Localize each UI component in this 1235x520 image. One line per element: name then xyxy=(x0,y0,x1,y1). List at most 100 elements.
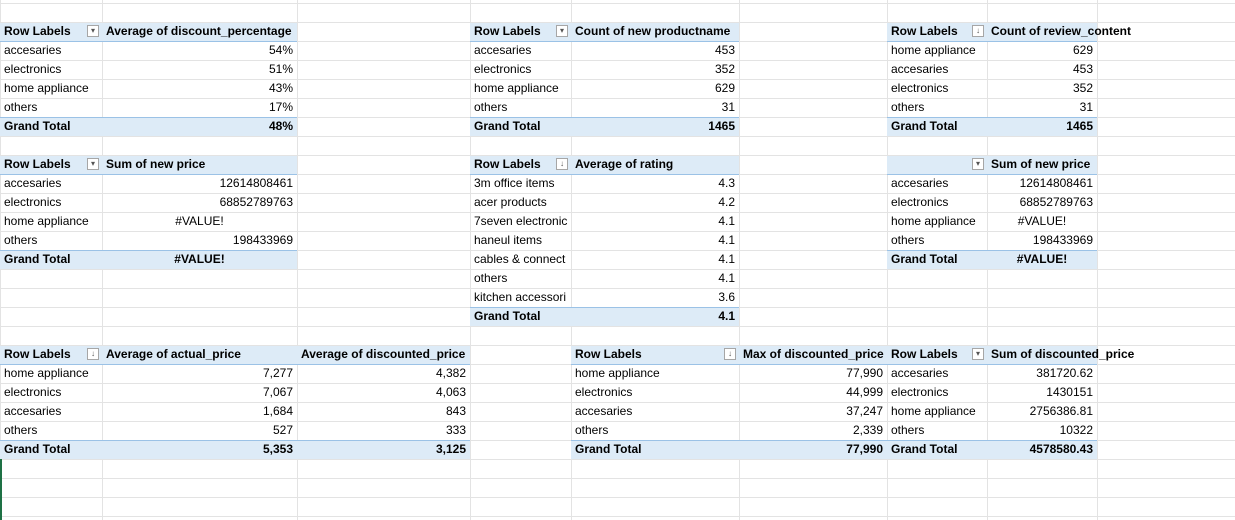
pivot-row-label[interactable]: home appliance xyxy=(4,214,89,228)
pivot-row-label[interactable]: electronics xyxy=(474,62,532,76)
pivot-value-cell[interactable]: 352 xyxy=(714,62,735,76)
pivot-value-cell[interactable]: 12614808461 xyxy=(219,176,293,190)
pivot-value-cell[interactable]: 1430151 xyxy=(1046,385,1093,399)
pivot-value-cell[interactable]: 527 xyxy=(272,423,293,437)
pivot-row-label[interactable]: home appliance xyxy=(891,43,976,57)
grand-total-value[interactable]: 4578580.43 xyxy=(1029,442,1093,456)
pivot-value-cell[interactable]: 843 xyxy=(445,404,466,418)
pivot-value-cell[interactable]: 4,063 xyxy=(435,385,466,399)
grand-total-label[interactable]: Grand Total xyxy=(4,119,71,133)
grand-total-value[interactable]: 5,353 xyxy=(262,442,293,456)
sort-descending-filter-icon[interactable]: ↓ xyxy=(87,348,99,360)
pivot-row-labels-header[interactable]: Row Labels xyxy=(474,24,541,38)
pivot-value-cell[interactable]: 77,990 xyxy=(846,366,883,380)
pivot-value-cell[interactable]: #VALUE! xyxy=(1017,214,1067,228)
pivot-row-label[interactable]: accesaries xyxy=(474,43,532,57)
pivot-value-header[interactable]: Sum of new price xyxy=(991,157,1091,171)
pivot-value-header[interactable]: Sum of new price xyxy=(106,157,206,171)
grand-total-value[interactable]: 77,990 xyxy=(846,442,883,456)
pivot-row-label[interactable]: accesaries xyxy=(891,366,949,380)
pivot-value-header[interactable]: Average of actual_price xyxy=(106,347,241,361)
pivot-row-label[interactable]: others xyxy=(4,100,38,114)
pivot-value-cell[interactable]: 31 xyxy=(721,100,735,114)
pivot-row-label[interactable]: electronics xyxy=(575,385,633,399)
sort-descending-filter-icon[interactable]: ↓ xyxy=(556,158,568,170)
pivot-value-header[interactable]: Average of discount_percentage xyxy=(106,24,292,38)
pivot-value-cell[interactable]: 51% xyxy=(268,62,293,76)
pivot-row-label[interactable]: others xyxy=(891,100,925,114)
pivot-row-label[interactable]: kitchen accessori xyxy=(474,290,567,304)
grand-total-value[interactable]: 3,125 xyxy=(435,442,466,456)
pivot-row-labels-header[interactable]: Row Labels xyxy=(575,347,642,361)
pivot-value-cell[interactable]: 4,382 xyxy=(435,366,466,380)
pivot-row-label[interactable]: electronics xyxy=(891,385,949,399)
sort-descending-filter-icon[interactable]: ↓ xyxy=(724,348,736,360)
pivot-value-cell[interactable]: 4.1 xyxy=(718,271,735,285)
pivot-row-label[interactable]: others xyxy=(891,423,925,437)
pivot-value-cell[interactable]: 7,277 xyxy=(262,366,293,380)
grand-total-label[interactable]: Grand Total xyxy=(4,252,71,266)
pivot-value-cell[interactable]: 12614808461 xyxy=(1019,176,1093,190)
pivot-value-cell[interactable]: 2,339 xyxy=(852,423,883,437)
pivot-value-cell[interactable]: 2756386.81 xyxy=(1029,404,1093,418)
pivot-row-labels-header[interactable]: Row Labels xyxy=(474,157,541,171)
grand-total-value[interactable]: 1465 xyxy=(708,119,735,133)
pivot-value-header[interactable]: Count of new productname xyxy=(575,24,731,38)
grand-total-label[interactable]: Grand Total xyxy=(891,119,958,133)
grand-total-value[interactable]: 4.1 xyxy=(718,309,735,323)
pivot-value-cell[interactable]: 17% xyxy=(268,100,293,114)
pivot-row-label[interactable]: accesaries xyxy=(4,404,62,418)
pivot-row-label[interactable]: electronics xyxy=(4,385,62,399)
pivot-row-label[interactable]: acer products xyxy=(474,195,547,209)
pivot-row-label[interactable]: accesaries xyxy=(891,62,949,76)
pivot-row-label[interactable]: home appliance xyxy=(4,81,89,95)
pivot-value-header[interactable]: Count of review_content xyxy=(991,24,1132,38)
pivot-row-label[interactable]: cables & connect xyxy=(474,252,566,266)
grand-total-label[interactable]: Grand Total xyxy=(891,442,958,456)
grand-total-label[interactable]: Grand Total xyxy=(4,442,71,456)
sort-descending-filter-icon[interactable]: ↓ xyxy=(972,25,984,37)
filter-dropdown-icon[interactable]: ▾ xyxy=(87,158,99,170)
pivot-value-cell[interactable]: 4.1 xyxy=(718,233,735,247)
pivot-value-header[interactable]: Sum of discounted_price xyxy=(991,347,1135,361)
filter-dropdown-icon[interactable]: ▾ xyxy=(87,25,99,37)
pivot-row-label[interactable]: home appliance xyxy=(891,404,976,418)
pivot-row-label[interactable]: accesaries xyxy=(4,43,62,57)
pivot-value-cell[interactable]: 629 xyxy=(714,81,735,95)
pivot-value-cell[interactable]: 333 xyxy=(445,423,466,437)
filter-dropdown-icon[interactable]: ▾ xyxy=(972,348,984,360)
pivot-value-cell[interactable]: 381720.62 xyxy=(1036,366,1093,380)
pivot-row-labels-header[interactable]: Row Labels xyxy=(891,347,958,361)
pivot-value-cell[interactable]: 54% xyxy=(268,43,293,57)
pivot-value-cell[interactable]: 453 xyxy=(1072,62,1093,76)
pivot-value-cell[interactable]: 31 xyxy=(1079,100,1093,114)
pivot-value-cell[interactable]: 7,067 xyxy=(262,385,293,399)
grand-total-label[interactable]: Grand Total xyxy=(891,252,958,266)
grand-total-value[interactable]: 1465 xyxy=(1066,119,1093,133)
pivot-value-cell[interactable]: 198433969 xyxy=(232,233,293,247)
pivot-value-cell[interactable]: 4.2 xyxy=(718,195,735,209)
pivot-row-label[interactable]: home appliance xyxy=(474,81,559,95)
pivot-row-label[interactable]: accesaries xyxy=(4,176,62,190)
filter-dropdown-icon[interactable]: ▾ xyxy=(556,25,568,37)
pivot-value-header[interactable]: Average of rating xyxy=(575,157,674,171)
pivot-value-cell[interactable]: 1,684 xyxy=(262,404,293,418)
pivot-value-cell[interactable]: #VALUE! xyxy=(175,214,224,228)
pivot-row-label[interactable]: others xyxy=(4,233,38,247)
pivot-row-label[interactable]: electronics xyxy=(891,195,949,209)
pivot-row-label[interactable]: others xyxy=(891,233,925,247)
pivot-row-labels-header[interactable]: Row Labels xyxy=(4,24,71,38)
pivot-row-labels-header[interactable]: Row Labels xyxy=(4,157,71,171)
pivot-row-label[interactable]: electronics xyxy=(891,81,949,95)
pivot-row-labels-header[interactable]: Row Labels xyxy=(891,24,958,38)
pivot-value-cell[interactable]: 4.1 xyxy=(718,252,735,266)
pivot-value-cell[interactable]: 68852789763 xyxy=(219,195,293,209)
pivot-row-label[interactable]: 7seven electronic xyxy=(474,214,568,228)
grand-total-value[interactable]: #VALUE! xyxy=(1016,252,1068,266)
pivot-row-label[interactable]: accesaries xyxy=(891,176,949,190)
pivot-value-cell[interactable]: 68852789763 xyxy=(1019,195,1093,209)
pivot-value-cell[interactable]: 453 xyxy=(714,43,735,57)
pivot-value-cell[interactable]: 10322 xyxy=(1059,423,1093,437)
grand-total-value[interactable]: 48% xyxy=(268,119,293,133)
pivot-value-cell[interactable]: 43% xyxy=(268,81,293,95)
